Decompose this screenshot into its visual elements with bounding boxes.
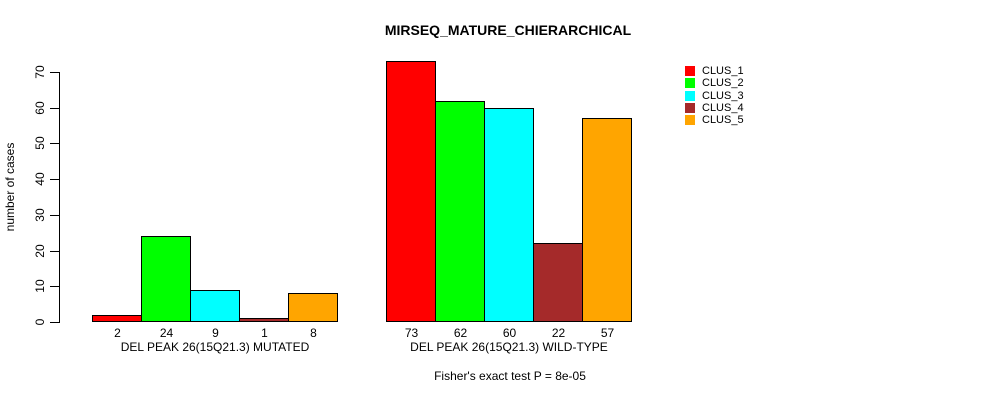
bar-value-label: 2 <box>114 326 121 340</box>
legend-label: CLUS_3 <box>702 89 744 102</box>
legend-label: CLUS_2 <box>702 77 744 90</box>
chart-title: MIRSEQ_MATURE_CHIERARCHICAL <box>384 22 632 38</box>
y-tick <box>50 72 59 73</box>
group-label-wild-type: DEL PEAK 26(15Q21.3) WILD-TYPE <box>410 340 608 354</box>
group-label-mutated: DEL PEAK 26(15Q21.3) MUTATED <box>120 340 310 354</box>
y-tick <box>50 286 59 288</box>
y-tick <box>50 143 59 145</box>
bar-value-label: 60 <box>502 326 517 340</box>
legend-swatch-clus_3 <box>685 90 695 101</box>
bar-clus_3 <box>484 107 534 322</box>
y-tick-label: 20 <box>33 243 47 258</box>
y-tick-label: 0 <box>33 318 47 326</box>
legend-label: CLUS_4 <box>702 101 744 114</box>
y-tick-label: 70 <box>33 65 47 79</box>
legend-row: CLUS_1 <box>685 65 744 77</box>
bar-value-label: 1 <box>261 326 268 340</box>
y-tick <box>50 322 59 323</box>
y-tick <box>50 179 59 181</box>
bar-value-label: 22 <box>551 326 566 340</box>
bar-clus_4 <box>239 318 289 322</box>
bar-value-label: 8 <box>310 326 317 340</box>
legend-swatch-clus_5 <box>685 115 695 126</box>
legend-swatch-clus_1 <box>685 66 695 77</box>
legend-row: CLUS_4 <box>685 102 744 114</box>
y-tick <box>50 107 59 109</box>
legend-label: CLUS_5 <box>702 114 744 127</box>
y-tick-label: 50 <box>33 136 47 151</box>
legend-row: CLUS_3 <box>685 90 744 102</box>
y-tick-label: 30 <box>33 208 47 222</box>
y-tick-label: 10 <box>33 279 47 293</box>
bar-value-label: 9 <box>212 326 219 340</box>
bar-clus_4 <box>533 243 583 322</box>
legend-label: CLUS_1 <box>702 65 744 78</box>
bar-clus_5 <box>288 293 338 322</box>
y-axis-line <box>59 72 60 323</box>
fisher-test-footnote: Fisher's exact test P = 8e-05 <box>434 369 586 383</box>
bar-clus_2 <box>435 100 485 322</box>
y-tick <box>50 250 59 252</box>
bar-clus_3 <box>190 289 240 322</box>
bar-clus_1 <box>386 61 436 322</box>
y-tick <box>50 214 59 216</box>
bar-clus_2 <box>141 236 191 322</box>
legend: CLUS_1 CLUS_2 CLUS_3 CLUS_4 CLUS_5 <box>685 65 744 126</box>
bar-clus_5 <box>582 118 632 322</box>
legend-row: CLUS_2 <box>685 77 744 89</box>
y-tick-label: 60 <box>33 101 47 115</box>
legend-swatch-clus_4 <box>685 102 695 113</box>
bar-clus_1 <box>92 314 142 322</box>
y-tick-label: 40 <box>33 172 47 186</box>
legend-swatch-clus_2 <box>685 78 695 89</box>
bar-value-label: 57 <box>600 326 615 340</box>
legend-row: CLUS_5 <box>685 114 744 126</box>
y-axis-label: number of cases <box>3 142 17 232</box>
bar-value-label: 24 <box>159 326 174 340</box>
bar-value-label: 62 <box>453 326 468 340</box>
bar-value-label: 73 <box>404 326 419 340</box>
